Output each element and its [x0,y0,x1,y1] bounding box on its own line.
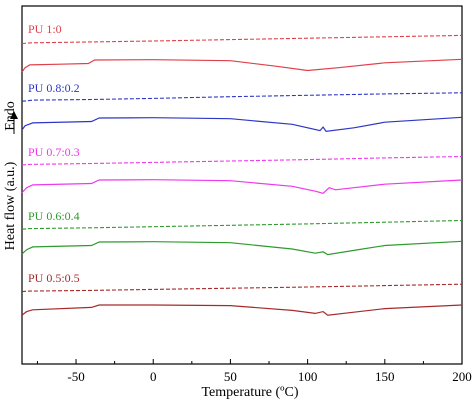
series-label: PU 0.8:0.2 [28,81,80,95]
y-axis-endo-label: Endo [3,101,18,131]
series-dashed-line [21,219,463,230]
series-solid-line [21,58,463,73]
endo-arrow-head [10,111,18,119]
labels-layer: PU 1:0 PU 0.8:0.2 PU 0.7:0.3 PU 0.6:0.4 PU 0… [28,22,80,285]
series-dashed-line [21,283,463,293]
series-layer [21,34,463,316]
series-solid-line [21,179,463,194]
series-dashed-line [21,34,463,45]
series-solid-line [21,304,463,316]
series-label: PU 0.5:0.5 [28,271,80,285]
x-tick-label: 100 [298,369,318,384]
series-dashed-line [21,155,463,166]
x-axis-title: Temperature (ºC) [201,385,298,400]
x-tick-label: 200 [452,369,472,384]
y-axis-title: Heat flow (a.u.) [3,161,18,250]
series-label: PU 0.6:0.4 [28,209,80,223]
plot-frame [21,5,463,365]
series-dashed-line [21,92,463,102]
endo-arrow [10,111,18,134]
series-label: PU 0.7:0.3 [28,145,80,159]
series-label: PU 1:0 [28,22,62,36]
x-tick-label: 150 [375,369,395,384]
x-tick-label: 0 [150,369,157,384]
axes-layer: -50 0 50 100 150 200 [10,5,472,384]
x-tick-label: -50 [67,369,84,384]
x-tick-label: 50 [224,369,237,384]
series-solid-line [21,116,463,132]
series-solid-line [21,240,463,256]
y-axis-title-group: Heat flow (a.u.) Endo [3,101,18,250]
